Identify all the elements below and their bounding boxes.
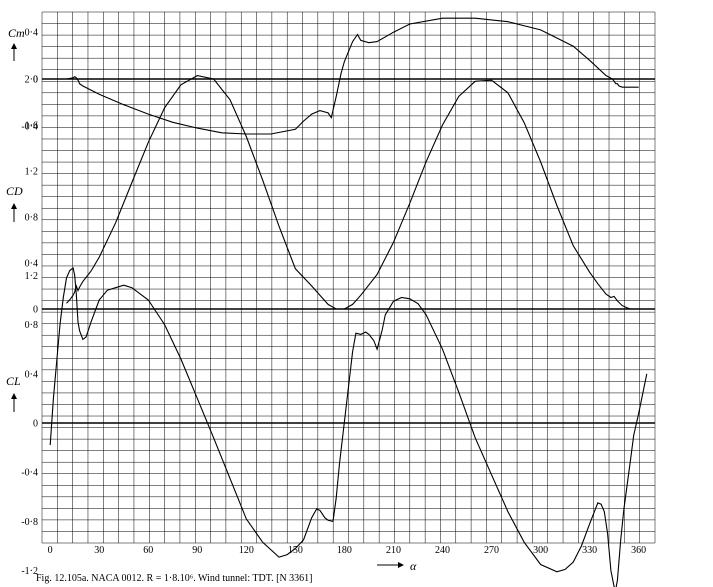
cl-ytick-label: 1·2	[25, 271, 38, 282]
x-tick-label: 360	[631, 545, 646, 556]
cl-axis-symbol: CL	[6, 374, 21, 388]
x-tick-label: 240	[435, 545, 450, 556]
x-arrowhead-icon	[398, 562, 404, 568]
cd-ytick-label: 2·0	[25, 75, 38, 86]
cl-ytick-label: 0·8	[25, 320, 38, 331]
cd-axis-label: CD	[6, 184, 23, 222]
cl-ytick-label: -0·4	[21, 468, 38, 479]
cm-ytick-label: -0·4	[21, 121, 38, 132]
tick-labels: 0·80·40-0·42·01·61·20·80·401·20·80·40-0·…	[21, 28, 646, 577]
x-tick-label: 150	[288, 545, 303, 556]
x-tick-label: 300	[533, 545, 548, 556]
x-tick-label: 270	[484, 545, 499, 556]
curves	[49, 17, 648, 587]
x-tick-label: 30	[94, 545, 104, 556]
cd-series-line	[66, 75, 639, 310]
cd-ytick-label: 0·4	[25, 259, 38, 270]
cm-axis-symbol: Cm	[8, 26, 25, 40]
cl-ytick-label: -0·8	[21, 517, 38, 528]
x-tick-label: 330	[582, 545, 597, 556]
x-tick-label: 120	[239, 545, 254, 556]
x-axis-label: α	[377, 559, 417, 573]
cl-ytick-label: 0·4	[25, 369, 38, 380]
x-tick-label: 210	[386, 545, 401, 556]
cm-ytick-label: 0	[33, 75, 38, 86]
cl-arrowhead-icon	[11, 393, 17, 399]
cl-ytick-label: 0	[33, 419, 38, 430]
x-tick-label: 0	[48, 545, 53, 556]
cd-axis-symbol: CD	[6, 184, 23, 198]
grid-lines	[41, 11, 656, 544]
cm-arrowhead-icon	[11, 43, 17, 49]
x-tick-label: 90	[192, 545, 202, 556]
cd-ytick-label: 0	[33, 305, 38, 316]
cd-ytick-label: 1·6	[25, 121, 38, 132]
cm-axis-label: Cm	[8, 26, 25, 61]
zero-lines	[42, 78, 655, 424]
cd-arrowhead-icon	[11, 203, 17, 209]
x-tick-label: 60	[143, 545, 153, 556]
cd-ytick-label: 1·2	[25, 167, 38, 178]
cl-ytick-label: -1·2	[21, 566, 38, 577]
x-tick-label: 180	[337, 545, 352, 556]
cl-series-line	[49, 267, 648, 587]
figure-caption: Fig. 12.105a. NACA 0012. R = 1·8.10⁶. Wi…	[36, 573, 313, 584]
cd-ytick-label: 0·8	[25, 213, 38, 224]
alpha-symbol: α	[410, 559, 417, 573]
cm-series-line	[50, 17, 639, 135]
cm-ytick-label: 0·4	[25, 28, 38, 39]
cl-axis-label: CL	[6, 374, 21, 412]
